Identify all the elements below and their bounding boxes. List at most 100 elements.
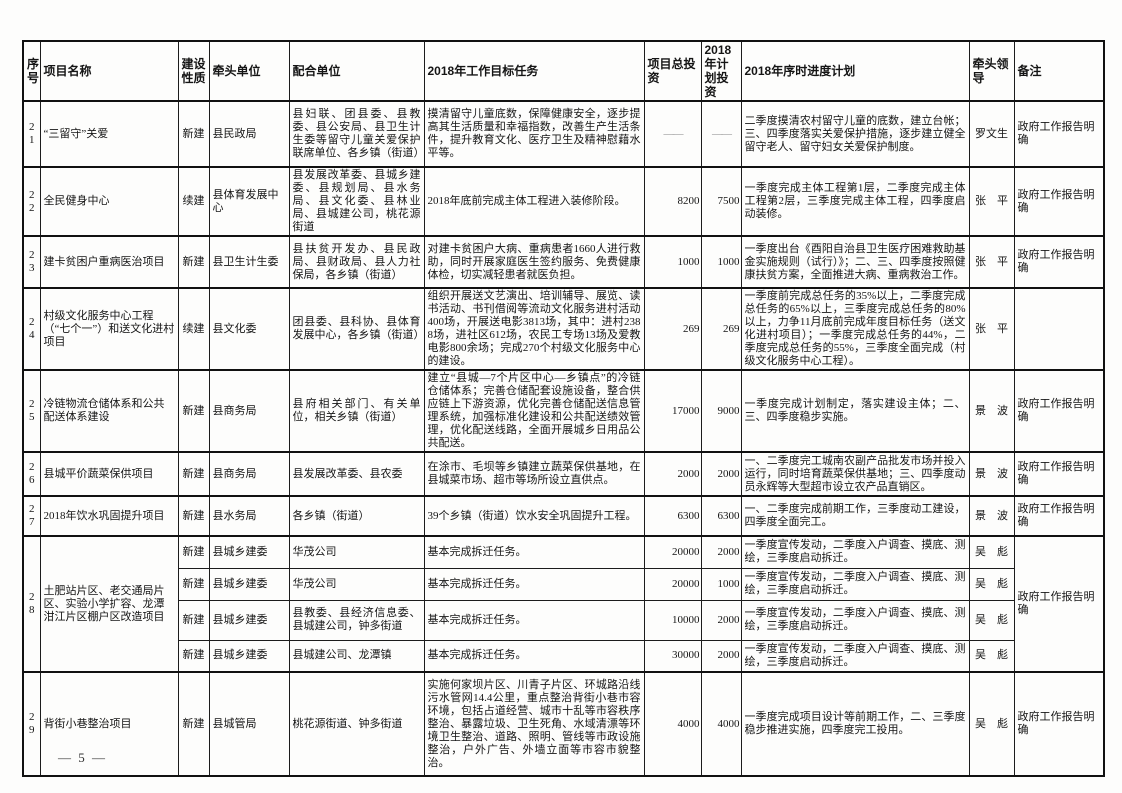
cell-note: 政府工作报告明确 [1013,671,1105,777]
cell-note: 政府工作报告明确 [1013,369,1105,453]
cell-lead-unit: 县城乡建委 [208,567,290,601]
cell-schedule: 一季度宣传发动，二季度入户调查、摸底、测绘，三季度启动拆迁。 [740,599,970,641]
cell-total-investment: 30000 [643,639,702,673]
cell-schedule: 一、二季度完工城南农副产品批发市场并投入运行，同时培育蔬菜保供基地；三、四季度动… [740,451,970,497]
cell-coop-units: 华茂公司 [288,535,425,569]
cell-project-name: 建卡贫困户重病医治项目 [39,235,179,289]
page-number: — 5 — [58,750,107,765]
cell-nature: 新建 [177,599,210,641]
table-row-24: 24 村级文化服务中心工程（“七个一”）和送文化进村项目 续建 县文化委 团县委… [22,287,1105,371]
cell-leader: 吴 彪 [968,639,1015,673]
cell-lead-unit: 县文化委 [208,287,290,371]
cell-coop-units: 团县委、县科协、县体育发展中心，各乡镇（街道） [288,287,425,371]
cell-leader: 张 平 [968,166,1015,237]
cell-nature: 新建 [177,451,210,497]
cell-no: 25 [22,369,41,453]
cell-no: 26 [22,451,41,497]
cell-no: 23 [22,235,41,289]
cell-leader: 张 平 [968,235,1015,289]
cell-leader: 罗文生 [968,100,1015,168]
table-row-29: 29 背街小巷整治项目 新建 县城管局 桃花源街道、钟多街道 实施何家坝片区、川… [22,671,1105,777]
cell-schedule: 一季度完成项目设计等前期工作，二、三季度稳步推进实施，四季度完工投用。 [740,671,970,777]
cell-plan-investment: 1000 [700,235,742,289]
cell-plan-investment: 7500 [700,166,742,237]
cell-task: 基本完成拆迁任务。 [423,639,645,673]
cell-leader: 吴 彪 [968,567,1015,601]
cell-no: 22 [22,166,41,237]
cell-total-investment: 17000 [643,369,702,453]
cell-leader: 吴 彪 [968,599,1015,641]
cell-coop-units: 桃花源街道、钟多街道 [288,671,425,777]
cell-total-investment: 269 [643,287,702,371]
cell-leader: 吴 彪 [968,535,1015,569]
cell-task: 39个乡镇（街道）饮水安全巩固提升工程。 [423,495,645,537]
cell-note: 政府工作报告明确 [1013,166,1105,237]
cell-total-investment: 10000 [643,599,702,641]
cell-coop-units: 县妇联、团县委、县教委、县公安局、县卫生计生委等留守儿童关爱保护联席单位、各乡镇… [288,100,425,168]
cell-lead-unit: 县民政局 [208,100,290,168]
cell-schedule: 一季度宣传发动，二季度入户调查、摸底、测绘，三季度启动拆迁。 [740,535,970,569]
cell-project-name: 土肥站片区、老交通局片区、实验小学扩容、龙潭泔江片区棚户区改造项目 [39,535,179,673]
col-header-nature: 建设性质 [177,40,210,102]
cell-lead-unit: 县城管局 [208,671,290,777]
cell-schedule: 一季度前完成总任务的35%以上，二季度完成总任务的65%以上，三季度完成总任务的… [740,287,970,371]
cell-lead-unit: 县商务局 [208,369,290,453]
table-row-28-sub-2: 新建 县城乡建委 华茂公司 基本完成拆迁任务。 20000 1000 一季度宣传… [23,567,1104,601]
cell-coop-units: 县府相关部门、有关单位，相关乡镇（街道） [288,369,425,453]
cell-project-name: 村级文化服务中心工程（“七个一”）和送文化进村项目 [39,287,179,371]
cell-nature: 新建 [177,495,210,537]
cell-nature: 新建 [177,671,210,777]
cell-schedule: 一季度宣传发动，二季度入户调查、摸底、测绘，三季度启动拆迁。 [740,567,970,601]
cell-coop-units: 各乡镇（街道） [288,495,425,537]
table-row-28-sub-4: 新建 县城乡建委 县城建公司、龙潭镇 基本完成拆迁任务。 30000 2000 … [23,639,1104,673]
cell-nature: 新建 [177,100,210,168]
cell-coop-units: 县教委、县经济信息委、县城建公司，钟多街道 [288,599,425,641]
cell-plan-investment: 269 [700,287,742,371]
cell-project-name: 背街小巷整治项目 [39,671,179,777]
cell-nature: 新建 [177,369,210,453]
col-header-lead-unit: 牵头单位 [208,40,290,102]
cell-plan-investment: —— [700,100,742,168]
cell-leader: 吴 彪 [968,671,1015,777]
cell-coop-units: 县发展改革委、县城乡建委、县规划局、县水务局、县文化委、县林业局、县城建公司，桃… [288,166,425,237]
cell-plan-investment: 2000 [700,535,742,569]
cell-lead-unit: 县商务局 [208,451,290,497]
cell-schedule: 一季度完成计划制定，落实建设主体；二、三、四季度稳步实施。 [740,369,970,453]
cell-lead-unit: 县体育发展中心 [208,166,290,237]
cell-schedule: 一季度完成主体工程第1层，二季度完成主体工程第2层，三季度完成主体工程，四季度启… [740,166,970,237]
cell-project-name: “三留守”关爱 [39,100,179,168]
cell-note [1013,287,1105,371]
cell-no: 21 [22,100,41,168]
cell-task: 基本完成拆迁任务。 [423,535,645,569]
table-row-22: 22 全民健身中心 续建 县体育发展中心 县发展改革委、县城乡建委、县规划局、县… [22,166,1105,237]
cell-note: 政府工作报告明确 [1013,495,1105,537]
cell-coop-units: 县城建公司、龙潭镇 [288,639,425,673]
cell-task: 基本完成拆迁任务。 [423,567,645,601]
cell-total-investment: 2000 [643,451,702,497]
cell-schedule: 一、二季度完成前期工作，三季度动工建设，四季度全面完工。 [740,495,970,537]
cell-task: 建立“县城—7个片区中心—乡镇点”的冷链仓储体系；完善仓储配套设施设备，整合供应… [423,369,645,453]
cell-lead-unit: 县城乡建委 [208,639,290,673]
cell-project-name: 冷链物流仓储体系和公共配送体系建设 [39,369,179,453]
table-row-25: 25 冷链物流仓储体系和公共配送体系建设 新建 县商务局 县府相关部门、有关单位… [22,369,1105,453]
cell-note: 政府工作报告明确 [1013,451,1105,497]
cell-project-name: 全民健身中心 [39,166,179,237]
project-schedule-table: 序号 项目名称 建设性质 牵头单位 配合单位 2018年工作目标任务 项目总投资… [22,40,1105,777]
cell-lead-unit: 县卫生计生委 [208,235,290,289]
col-header-task: 2018年工作目标任务 [423,40,645,102]
cell-nature: 新建 [177,639,210,673]
cell-total-investment: 20000 [643,535,702,569]
cell-lead-unit: 县城乡建委 [208,599,290,641]
cell-lead-unit: 县水务局 [208,495,290,537]
cell-total-investment: 8200 [643,166,702,237]
cell-note: 政府工作报告明确 [1013,535,1105,673]
cell-schedule: 一季度出台《酉阳自治县卫生医疗困难救助基金实施规则（试行）》；二、三、四季度按照… [740,235,970,289]
col-header-plan-investment: 2018年计划投资 [700,40,742,102]
cell-plan-investment: 6300 [700,495,742,537]
col-header-project-name: 项目名称 [39,40,179,102]
cell-total-investment: 6300 [643,495,702,537]
table-row-23: 23 建卡贫困户重病医治项目 新建 县卫生计生委 县扶贫开发办、县民政局、县财政… [22,235,1105,289]
cell-task: 实施何家坝片区、川青子片区、环城路沿线污水管网14.4公里，重点整治背街小巷市容… [423,671,645,777]
cell-coop-units: 县发展改革委、县农委 [288,451,425,497]
cell-task: 对建卡贫困户大病、重病患者1660人进行救助，同时开展家庭医生签约服务、免费健康… [423,235,645,289]
